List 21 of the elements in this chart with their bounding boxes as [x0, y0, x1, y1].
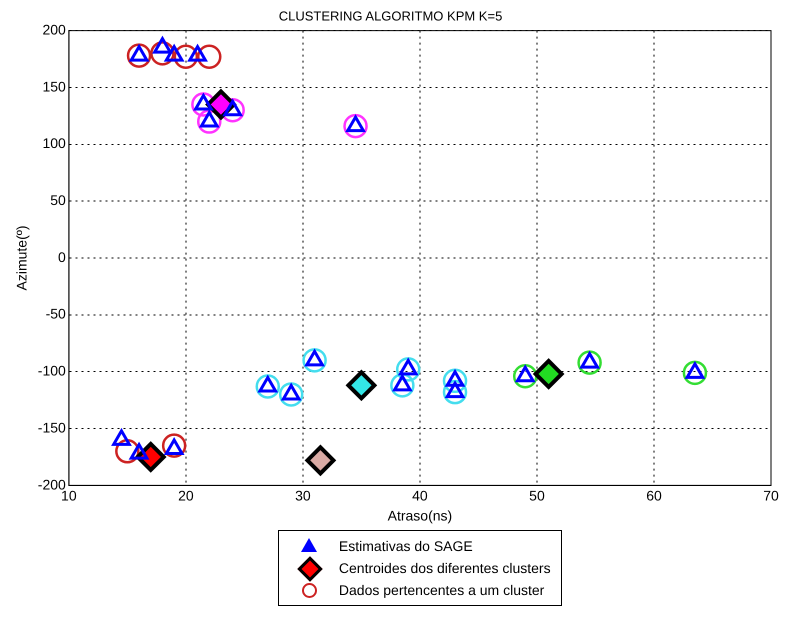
legend-label: Centroides dos diferentes clusters — [338, 560, 551, 576]
y-tick-label: -150 — [38, 419, 66, 436]
y-tick-label: 50 — [50, 192, 66, 208]
x-tick-label: 60 — [646, 488, 662, 504]
y-tick-label: 0 — [58, 248, 66, 265]
y-tick-label: -100 — [38, 362, 66, 379]
y-tick-label: -50 — [46, 306, 66, 322]
x-tick-label: 20 — [178, 488, 194, 504]
y-tick-label: 100 — [42, 135, 66, 152]
chart-title: CLUSTERING ALGORITMO KPM K=5 — [278, 8, 502, 24]
y-tick-label: -200 — [38, 476, 66, 492]
y-tick-label: 200 — [42, 21, 66, 38]
x-tick-label: 40 — [412, 488, 428, 504]
legend-label: Estimativas do SAGE — [338, 538, 473, 554]
y-tick-label: 150 — [42, 78, 66, 94]
x-tick-label: 50 — [529, 488, 545, 504]
x-axis-title: Atraso(ns) — [388, 507, 452, 524]
x-tick-label: 30 — [295, 488, 311, 504]
y-axis-title: Azimute(º) — [13, 225, 30, 291]
legend-label: Dados pertencentes a um cluster — [338, 582, 544, 598]
x-tick-label: 70 — [763, 488, 779, 504]
